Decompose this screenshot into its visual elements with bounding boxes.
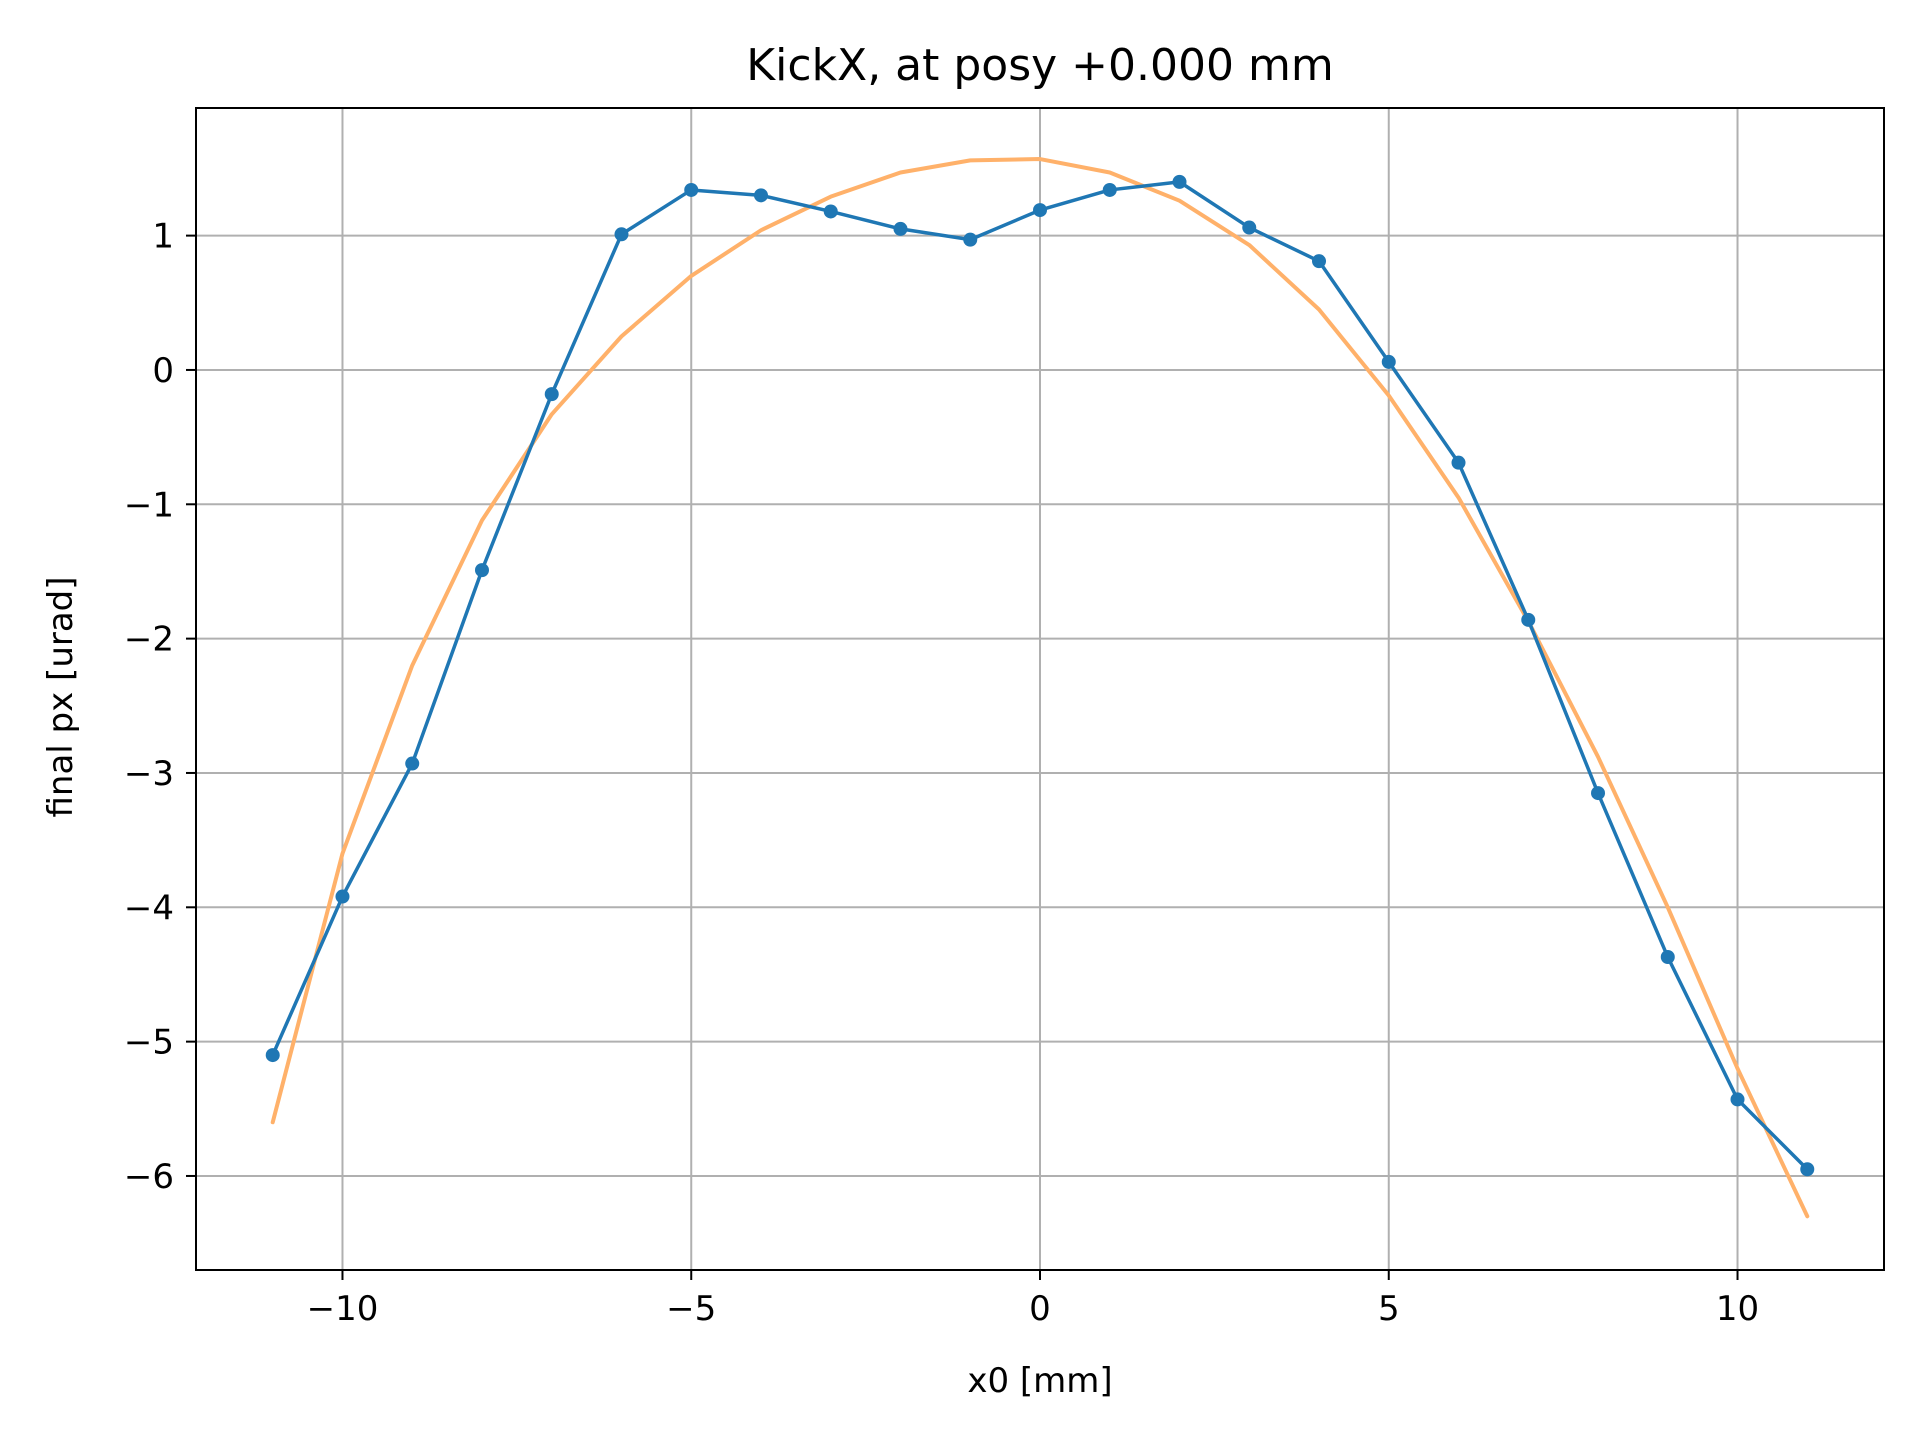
measured-data-point: [405, 756, 420, 771]
measured-data-point: [544, 387, 559, 402]
measured-data-point: [1312, 254, 1327, 269]
measured-data-point: [335, 889, 350, 904]
y-tick-label: −4: [124, 888, 174, 928]
x-tick-label: −5: [666, 1289, 716, 1329]
measured-data-point: [1730, 1092, 1745, 1107]
measured-data-point: [963, 232, 978, 247]
measured-data-point: [823, 204, 838, 219]
measured-data-point: [1800, 1162, 1815, 1177]
measured-data-point: [753, 188, 768, 203]
measured-data-point: [1381, 354, 1396, 369]
grid: [196, 108, 1884, 1270]
y-tick-label: −2: [124, 620, 174, 660]
measured-data-point: [1033, 203, 1047, 218]
measured-data-point: [614, 227, 629, 242]
measured-data-point: [1172, 174, 1187, 189]
measured-data-point: [684, 182, 699, 197]
x-axis-label: x0 [mm]: [967, 1361, 1112, 1401]
y-tick-label: 1: [152, 217, 174, 257]
x-tick-label: 0: [1029, 1289, 1051, 1329]
y-tick-label: −1: [124, 485, 174, 525]
measured-data-point: [474, 563, 489, 578]
y-tick-label: 0: [152, 351, 174, 391]
y-tick-label: −5: [124, 1023, 174, 1063]
x-tick-label: 10: [1716, 1289, 1759, 1329]
measured-data-point: [265, 1048, 280, 1063]
measured-data-point: [1451, 455, 1466, 470]
measured-data-point: [893, 221, 908, 236]
measured-data-point: [1660, 949, 1675, 964]
x-tick-label: −10: [307, 1289, 379, 1329]
measured-data-point: [1591, 786, 1606, 801]
series-layer: [265, 157, 1815, 1219]
y-tick-label: −6: [124, 1157, 174, 1197]
y-axis-label: final px [urad]: [41, 576, 81, 817]
measured-data-point: [1521, 612, 1536, 627]
measured-data-point: [1102, 182, 1117, 197]
x-tick-label: 5: [1378, 1289, 1400, 1329]
y-tick-label: −3: [124, 754, 174, 794]
chart-title: KickX, at posy +0.000 mm: [746, 40, 1333, 91]
measured-data-point: [1242, 220, 1257, 235]
